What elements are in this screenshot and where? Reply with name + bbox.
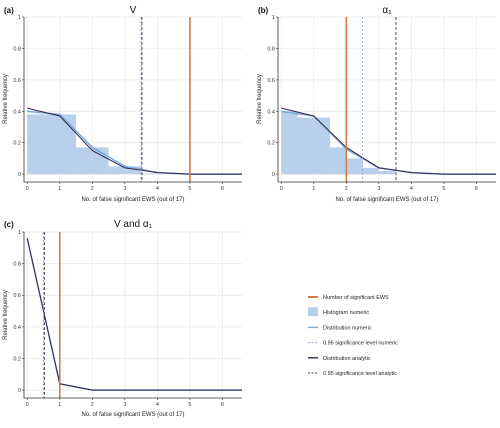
histogram-bar xyxy=(378,171,396,175)
histogram-bar xyxy=(362,167,379,175)
histogram-bar xyxy=(313,117,331,175)
x-axis-label: No. of false significant EWS (out of 17) xyxy=(81,412,184,418)
panel-label: (c) xyxy=(4,220,14,229)
y-tick-label: 0 xyxy=(18,172,21,178)
histogram-bar xyxy=(346,158,363,175)
y-axis-label: Relative frequency xyxy=(3,74,9,124)
legend-label: Distribution analytic xyxy=(323,356,371,362)
legend-label: Distribution numeric xyxy=(323,325,372,331)
legend-label: Number of significant EWS xyxy=(323,295,389,301)
histogram-bar xyxy=(330,147,347,175)
y-tick-label: 0.6 xyxy=(267,78,275,84)
x-tick-label: 0 xyxy=(26,402,29,408)
distribution-analytic-line xyxy=(281,107,496,175)
x-tick-label: 2 xyxy=(91,402,94,408)
histogram-bar xyxy=(281,111,298,175)
x-tick-label: 6 xyxy=(221,402,224,408)
panel-a: (a) V 0 0.2 0.4 0.6 0.8 1 0 1 2 3 4 5 6 Relative fre… xyxy=(3,5,242,203)
histogram-bar xyxy=(108,166,125,175)
x-axis-label: No. of false significant EWS (out of 17) xyxy=(81,197,184,203)
x-tick-label: 3 xyxy=(377,186,380,192)
legend: Number of significant EWS Histogram numer… xyxy=(308,295,398,377)
y-tick-label: 1 xyxy=(272,15,275,21)
plot-area-a: 0 0.2 0.4 0.6 0.8 1 0 1 2 3 4 5 6 xyxy=(13,15,242,192)
x-tick-label: 5 xyxy=(188,186,191,192)
panel-title: α₁ xyxy=(382,5,392,16)
legend-label: 0.95 significance level analytic xyxy=(323,371,397,377)
legend-label: 0.95 significance level numeric xyxy=(323,341,398,347)
x-tick-label: 0 xyxy=(26,186,29,192)
x-tick-label: 1 xyxy=(58,186,61,192)
y-tick-label: 0.8 xyxy=(267,46,275,52)
distribution-analytic-line xyxy=(26,238,242,391)
panel-title: V xyxy=(130,5,137,16)
panel-c: (c) V and α₁ 0 0.2 0.4 0.6 0.8 1 0 1 2 3 4 5 6 Relat… xyxy=(3,219,242,418)
y-tick-label: 0.4 xyxy=(13,325,21,331)
y-tick-label: 0.2 xyxy=(13,141,21,147)
y-axis-label: Relative frequency xyxy=(257,74,263,124)
y-tick-label: 1 xyxy=(18,230,21,236)
y-tick-label: 0 xyxy=(272,172,275,178)
x-tick-label: 1 xyxy=(58,402,61,408)
panel-b: (b) α₁ 0 0.2 0.4 0.6 0.8 1 0 1 2 3 4 5 6 Relative fr… xyxy=(257,5,496,203)
x-tick-label: 3 xyxy=(123,402,126,408)
x-tick-label: 4 xyxy=(410,186,413,192)
y-axis-label: Relative frequency xyxy=(3,290,9,340)
plot-area-c: 0 0.2 0.4 0.6 0.8 1 0 1 2 3 4 5 6 xyxy=(13,230,242,408)
y-tick-label: 0.2 xyxy=(267,141,275,147)
x-tick-label: 6 xyxy=(475,186,478,192)
panel-label: (a) xyxy=(4,6,14,15)
y-tick-label: 0.8 xyxy=(13,262,21,268)
y-tick-label: 1 xyxy=(18,15,21,21)
x-tick-label: 2 xyxy=(91,186,94,192)
x-tick-label: 2 xyxy=(345,186,348,192)
y-tick-label: 0.8 xyxy=(13,46,21,52)
x-tick-label: 3 xyxy=(123,186,126,192)
plot-area-b: 0 0.2 0.4 0.6 0.8 1 0 1 2 3 4 5 6 xyxy=(267,15,496,192)
histogram-bar xyxy=(27,114,44,175)
x-tick-label: 1 xyxy=(312,186,315,192)
x-tick-label: 0 xyxy=(280,186,283,192)
x-axis-label: No. of false significant EWS (out of 17) xyxy=(335,197,438,203)
y-tick-label: 0.4 xyxy=(13,109,21,115)
histogram-bar xyxy=(76,147,93,175)
histogram-bar xyxy=(43,114,60,175)
legend-label: Histogram numeric xyxy=(323,310,369,316)
x-tick-label: 4 xyxy=(156,402,159,408)
panel-title: V and α₁ xyxy=(114,219,153,230)
histogram-bar xyxy=(297,117,314,175)
y-tick-label: 0.6 xyxy=(13,293,21,299)
y-tick-label: 0.2 xyxy=(13,356,21,362)
panel-label: (b) xyxy=(258,6,269,15)
y-tick-label: 0 xyxy=(18,388,21,394)
y-tick-label: 0.4 xyxy=(267,109,275,115)
histogram-bar xyxy=(124,166,142,175)
histogram-bar xyxy=(141,173,158,175)
x-tick-label: 6 xyxy=(221,186,224,192)
y-tick-label: 0.6 xyxy=(13,78,21,84)
x-tick-label: 5 xyxy=(188,402,191,408)
x-tick-label: 5 xyxy=(442,186,445,192)
legend-key-histogram xyxy=(308,307,318,317)
x-tick-label: 4 xyxy=(156,186,159,192)
